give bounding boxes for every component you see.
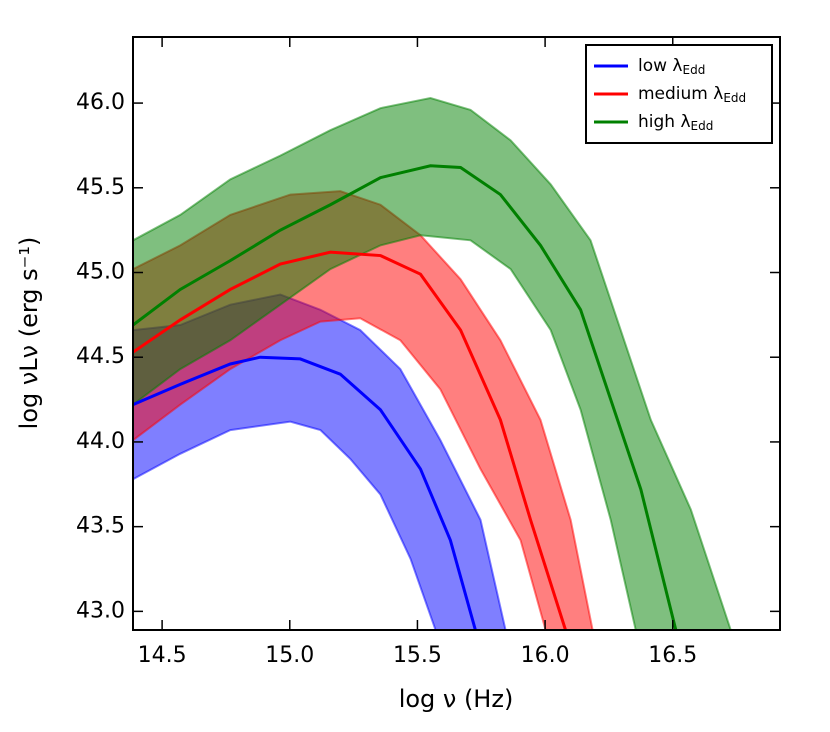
y-tick-label: 46.0 xyxy=(76,90,125,115)
legend: low λEdd medium λEdd high λEdd xyxy=(585,44,773,144)
y-tick-label: 44.5 xyxy=(76,344,125,369)
y-tick-label: 43.5 xyxy=(76,514,125,539)
x-tick-label: 16.5 xyxy=(648,643,697,668)
plot-frame xyxy=(132,36,781,631)
x-tick-label: 15.5 xyxy=(393,643,442,668)
y-tick-label: 43.0 xyxy=(76,598,125,623)
legend-label: high λEdd xyxy=(638,112,713,133)
series-line xyxy=(133,355,477,630)
band xyxy=(133,96,732,630)
series-line xyxy=(133,164,678,630)
legend-label: medium λEdd xyxy=(638,84,746,105)
x-tick-label: 16.0 xyxy=(521,643,570,668)
y-tick-label: 44.0 xyxy=(76,429,125,454)
x-tick-label: 14.5 xyxy=(138,643,187,668)
x-axis-label: log ν (Hz) xyxy=(399,685,514,713)
y-tick-label: 45.5 xyxy=(76,175,125,200)
x-tick-label: 15.0 xyxy=(265,643,314,668)
y-tick-label: 45.0 xyxy=(76,260,125,285)
y-axis-label: log νLν (erg s⁻¹) xyxy=(15,237,43,430)
series-line xyxy=(133,250,567,630)
legend-label: low λEdd xyxy=(638,56,705,77)
